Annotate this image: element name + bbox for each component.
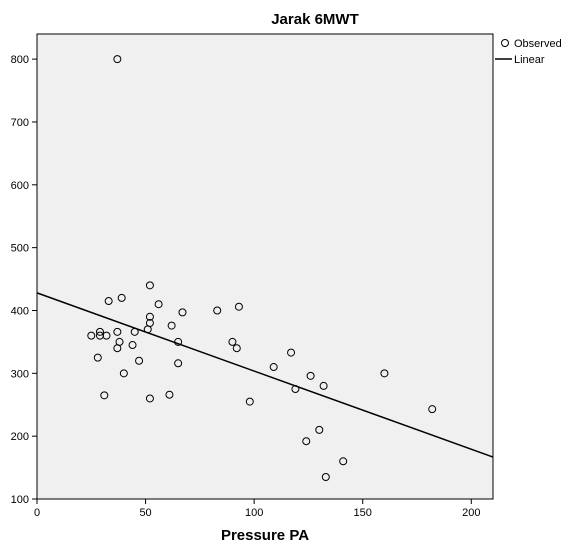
observed-point	[145, 394, 154, 403]
y-tick-label: 100	[11, 494, 29, 506]
y-tick-label: 800	[11, 54, 29, 66]
observed-point	[428, 405, 437, 414]
observed-point	[291, 385, 300, 394]
observed-point	[102, 331, 111, 340]
observed-point	[380, 369, 389, 378]
observed-point	[319, 381, 328, 390]
observed-point	[167, 321, 176, 330]
x-axis-label: Pressure PA	[221, 527, 309, 544]
y-tick-label: 400	[11, 305, 29, 317]
chart-title: Jarak 6MWT	[271, 11, 359, 28]
observed-point	[130, 327, 139, 336]
y-axis: 100 200 300 400 500 600 700 800	[11, 54, 37, 506]
y-tick-label: 600	[11, 180, 29, 192]
observed-point	[302, 437, 311, 446]
observed-point	[113, 344, 122, 353]
x-tick-label: 50	[139, 507, 151, 519]
observed-point	[228, 337, 237, 346]
observed-point	[178, 308, 187, 317]
x-tick-label: 100	[245, 507, 263, 519]
observed-point	[232, 344, 241, 353]
observed-point	[213, 306, 222, 315]
observed-point	[154, 300, 163, 309]
linear-fit-line	[36, 292, 494, 458]
observed-point	[128, 341, 137, 350]
observed-point	[234, 302, 243, 311]
observed-point	[113, 55, 122, 64]
y-tick-label: 500	[11, 243, 29, 255]
observed-point	[174, 359, 183, 368]
x-tick-label: 200	[462, 507, 480, 519]
observed-point	[339, 457, 348, 466]
observed-point	[93, 353, 102, 362]
y-tick-label: 700	[11, 117, 29, 129]
observed-point	[145, 281, 154, 290]
legend-observed-marker	[501, 39, 509, 47]
observed-point	[145, 312, 154, 321]
plot-area	[36, 33, 494, 500]
observed-point	[95, 327, 104, 336]
observed-point	[117, 293, 126, 302]
observed-point	[119, 369, 128, 378]
y-tick-label: 200	[11, 431, 29, 443]
y-tick-label: 300	[11, 368, 29, 380]
legend-observed-label: Observed	[514, 38, 562, 50]
x-tick-label: 0	[34, 507, 40, 519]
observed-point	[87, 331, 96, 340]
observed-point	[287, 348, 296, 357]
points-layer	[87, 55, 437, 482]
legend: Observed Linear	[495, 38, 562, 66]
observed-point	[104, 297, 113, 306]
observed-point	[245, 397, 254, 406]
x-tick-label: 150	[354, 507, 372, 519]
fit-line-layer	[36, 292, 494, 458]
observed-point	[306, 371, 315, 380]
observed-point	[113, 327, 122, 336]
x-axis: 0 50 100 150 200	[34, 499, 480, 519]
observed-point	[321, 473, 330, 482]
observed-point	[174, 337, 183, 346]
observed-point	[143, 325, 152, 334]
observed-point	[135, 356, 144, 365]
legend-linear-label: Linear	[514, 54, 545, 66]
observed-point	[165, 390, 174, 399]
observed-point	[315, 425, 324, 434]
observed-point	[100, 391, 109, 400]
observed-point	[269, 363, 278, 372]
